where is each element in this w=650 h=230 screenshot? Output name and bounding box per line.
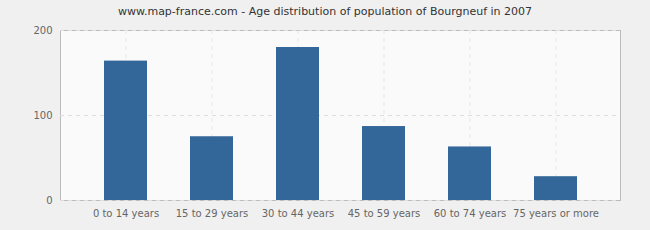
svg-text:75 years or more: 75 years or more xyxy=(513,208,599,219)
svg-text:0: 0 xyxy=(46,195,52,206)
svg-text:15 to 29 years: 15 to 29 years xyxy=(176,208,249,219)
svg-text:0 to 14 years: 0 to 14 years xyxy=(93,208,159,219)
svg-text:200: 200 xyxy=(33,25,52,36)
svg-text:100: 100 xyxy=(33,110,52,121)
svg-text:60 to 74 years: 60 to 74 years xyxy=(434,208,507,219)
svg-text:45 to 59 years: 45 to 59 years xyxy=(348,208,421,219)
svg-text:30 to 44 years: 30 to 44 years xyxy=(262,208,335,219)
html-text:www.map-france.com - Age distr: www.map-france.com - Age distribution of… xyxy=(117,5,532,18)
